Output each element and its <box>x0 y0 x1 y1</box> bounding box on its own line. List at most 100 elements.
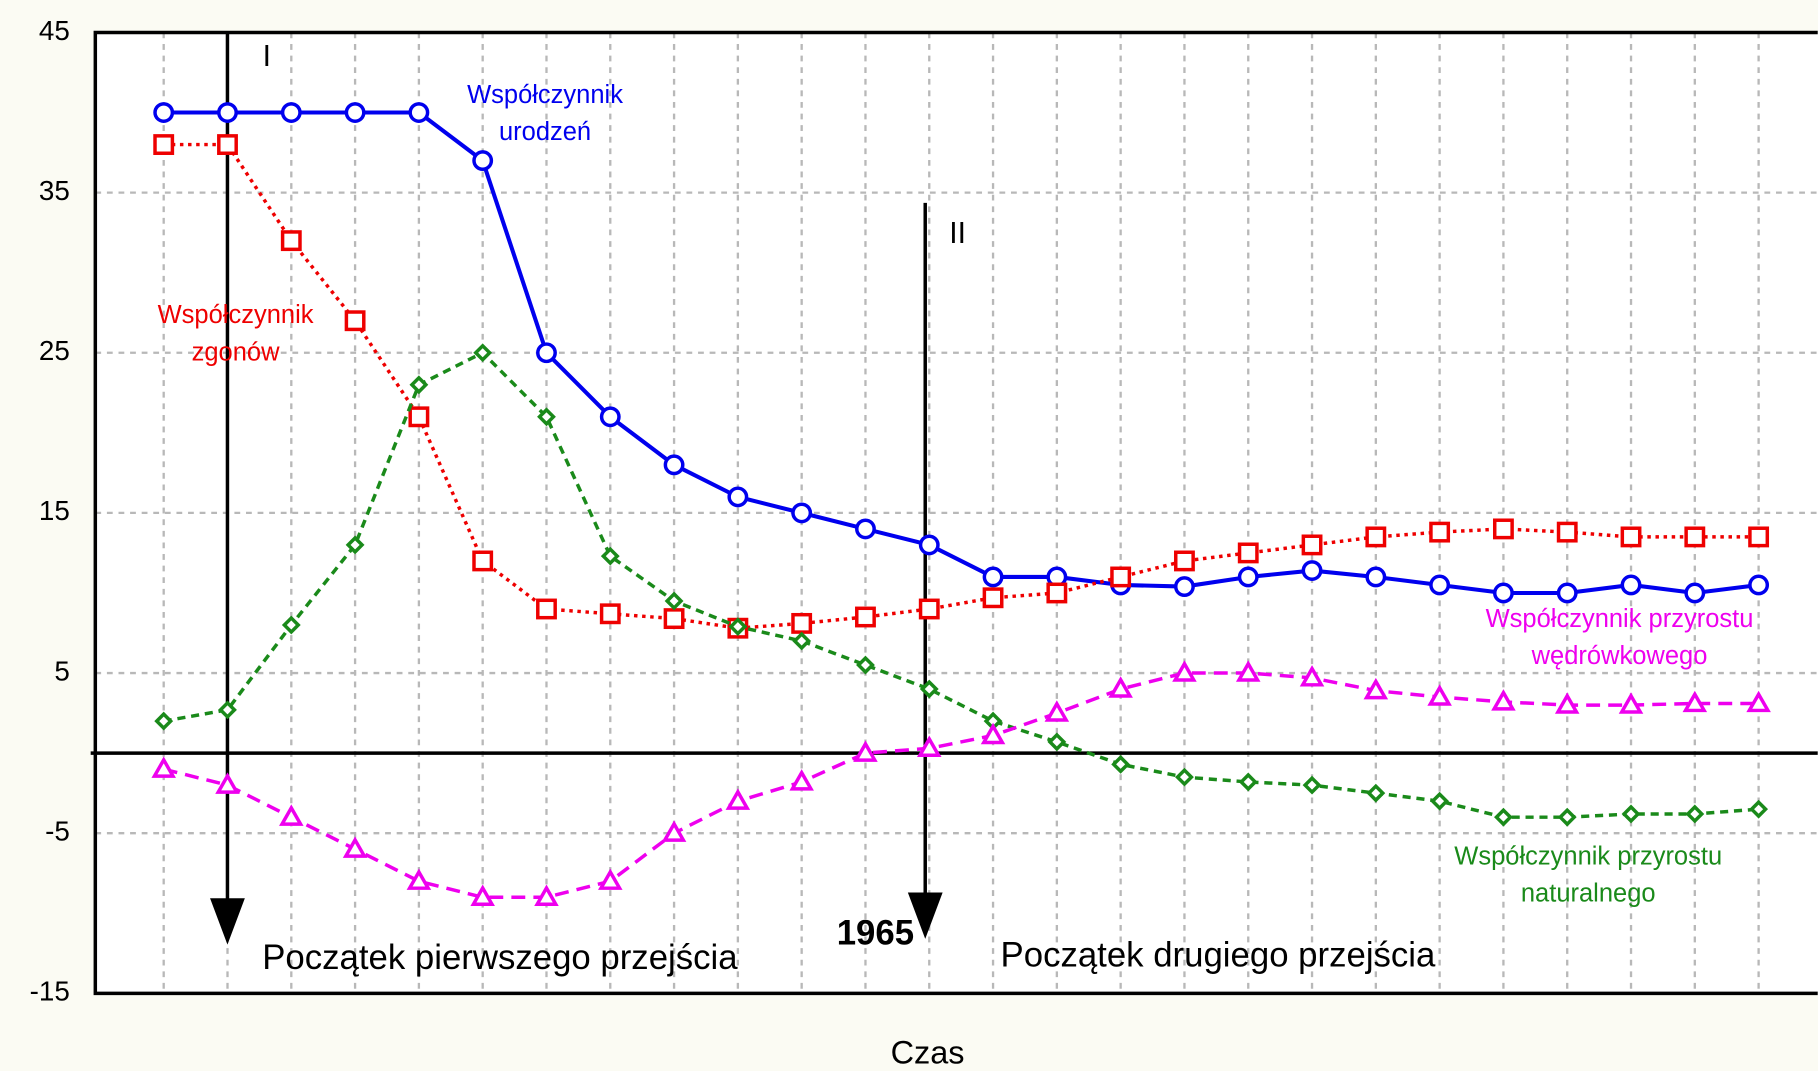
point <box>1046 582 1068 604</box>
point <box>473 343 493 363</box>
point <box>408 102 430 123</box>
y-tick-label: 45 <box>39 15 70 46</box>
point <box>537 407 556 427</box>
point <box>1556 582 1578 604</box>
point <box>1684 582 1706 604</box>
point <box>727 486 749 508</box>
point <box>725 788 751 810</box>
point <box>280 102 302 123</box>
series-line <box>163 142 1759 630</box>
point <box>1491 689 1516 711</box>
point <box>1427 684 1452 706</box>
point <box>217 134 238 155</box>
point <box>1047 732 1067 752</box>
point <box>1174 550 1195 572</box>
arrow-head <box>907 892 943 939</box>
point <box>1554 692 1580 714</box>
point <box>1302 775 1322 795</box>
annotation: Współczynnik <box>158 301 314 329</box>
annotation: Początek drugiego przejścia <box>1001 937 1436 975</box>
point <box>1684 526 1706 548</box>
annotation: I <box>263 40 271 73</box>
point <box>344 310 366 332</box>
annotation: wędrówkowego <box>1531 642 1708 670</box>
point <box>853 740 878 762</box>
annotation: zgonów <box>192 338 280 366</box>
plot-frame <box>93 30 1818 996</box>
series-line <box>163 110 1759 596</box>
point <box>918 534 940 556</box>
point <box>218 700 237 720</box>
annotation: Współczynnik <box>467 81 623 109</box>
point <box>342 836 368 858</box>
point <box>1174 576 1195 597</box>
point <box>151 756 176 778</box>
y-tick-label: 35 <box>39 175 70 206</box>
annotation: Współczynnik przyrostu <box>1486 605 1754 633</box>
point <box>1175 767 1194 787</box>
annotation: II <box>949 217 966 250</box>
point <box>1621 804 1641 824</box>
point <box>215 772 240 794</box>
point <box>1492 582 1514 604</box>
point <box>217 102 238 123</box>
point <box>345 535 365 555</box>
point <box>980 722 1006 745</box>
point <box>1748 526 1770 548</box>
point <box>855 518 876 540</box>
point <box>1111 754 1131 774</box>
point <box>153 102 175 123</box>
x-axis-label: Czas <box>891 1034 965 1070</box>
point <box>789 769 814 791</box>
point <box>1749 799 1769 819</box>
point <box>1235 660 1261 682</box>
point <box>1620 574 1642 596</box>
point <box>982 587 1004 609</box>
point <box>1108 676 1133 698</box>
point <box>1682 690 1708 713</box>
point <box>536 342 557 364</box>
series-line <box>163 350 1759 819</box>
point <box>598 868 623 890</box>
point <box>791 612 813 634</box>
point <box>1237 566 1259 588</box>
point <box>600 546 620 566</box>
point <box>1685 804 1705 824</box>
point <box>856 655 875 675</box>
annotation: naturalnego <box>1521 880 1656 908</box>
point <box>1301 560 1323 581</box>
point <box>728 617 748 637</box>
point <box>1110 566 1132 588</box>
point <box>1618 692 1644 714</box>
point <box>1172 660 1197 682</box>
point <box>472 150 494 172</box>
point <box>1556 521 1578 543</box>
point <box>406 868 432 890</box>
point <box>599 406 621 428</box>
point <box>855 606 876 628</box>
point <box>1746 690 1771 713</box>
series-line <box>163 671 1759 899</box>
point <box>1365 526 1387 548</box>
annotation: urodzeń <box>499 118 591 146</box>
annotation: 1965 <box>837 915 914 953</box>
point <box>982 566 1004 588</box>
point <box>409 375 429 395</box>
point <box>153 134 175 155</box>
point <box>1365 566 1387 588</box>
annotation: Współczynnik przyrostu <box>1454 842 1722 870</box>
point <box>154 711 174 731</box>
point <box>661 820 687 842</box>
point <box>280 230 302 252</box>
point <box>279 804 304 826</box>
point <box>1429 574 1451 596</box>
point <box>1429 521 1451 543</box>
point <box>791 502 813 524</box>
point <box>1366 783 1386 803</box>
point <box>1238 772 1258 792</box>
point <box>344 102 366 123</box>
y-tick-label: 15 <box>39 495 70 526</box>
point <box>792 631 812 651</box>
point <box>1301 534 1323 556</box>
point <box>1044 700 1070 722</box>
